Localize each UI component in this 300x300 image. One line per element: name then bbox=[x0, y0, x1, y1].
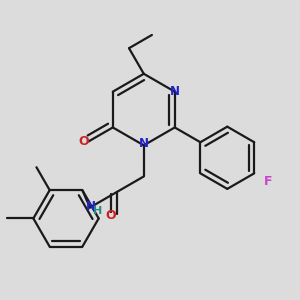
Text: F: F bbox=[263, 175, 272, 188]
Text: O: O bbox=[105, 209, 116, 222]
Text: N: N bbox=[139, 137, 149, 150]
Text: N: N bbox=[86, 200, 96, 213]
Text: N: N bbox=[170, 85, 180, 98]
Text: H: H bbox=[93, 206, 102, 216]
Text: O: O bbox=[78, 135, 89, 148]
